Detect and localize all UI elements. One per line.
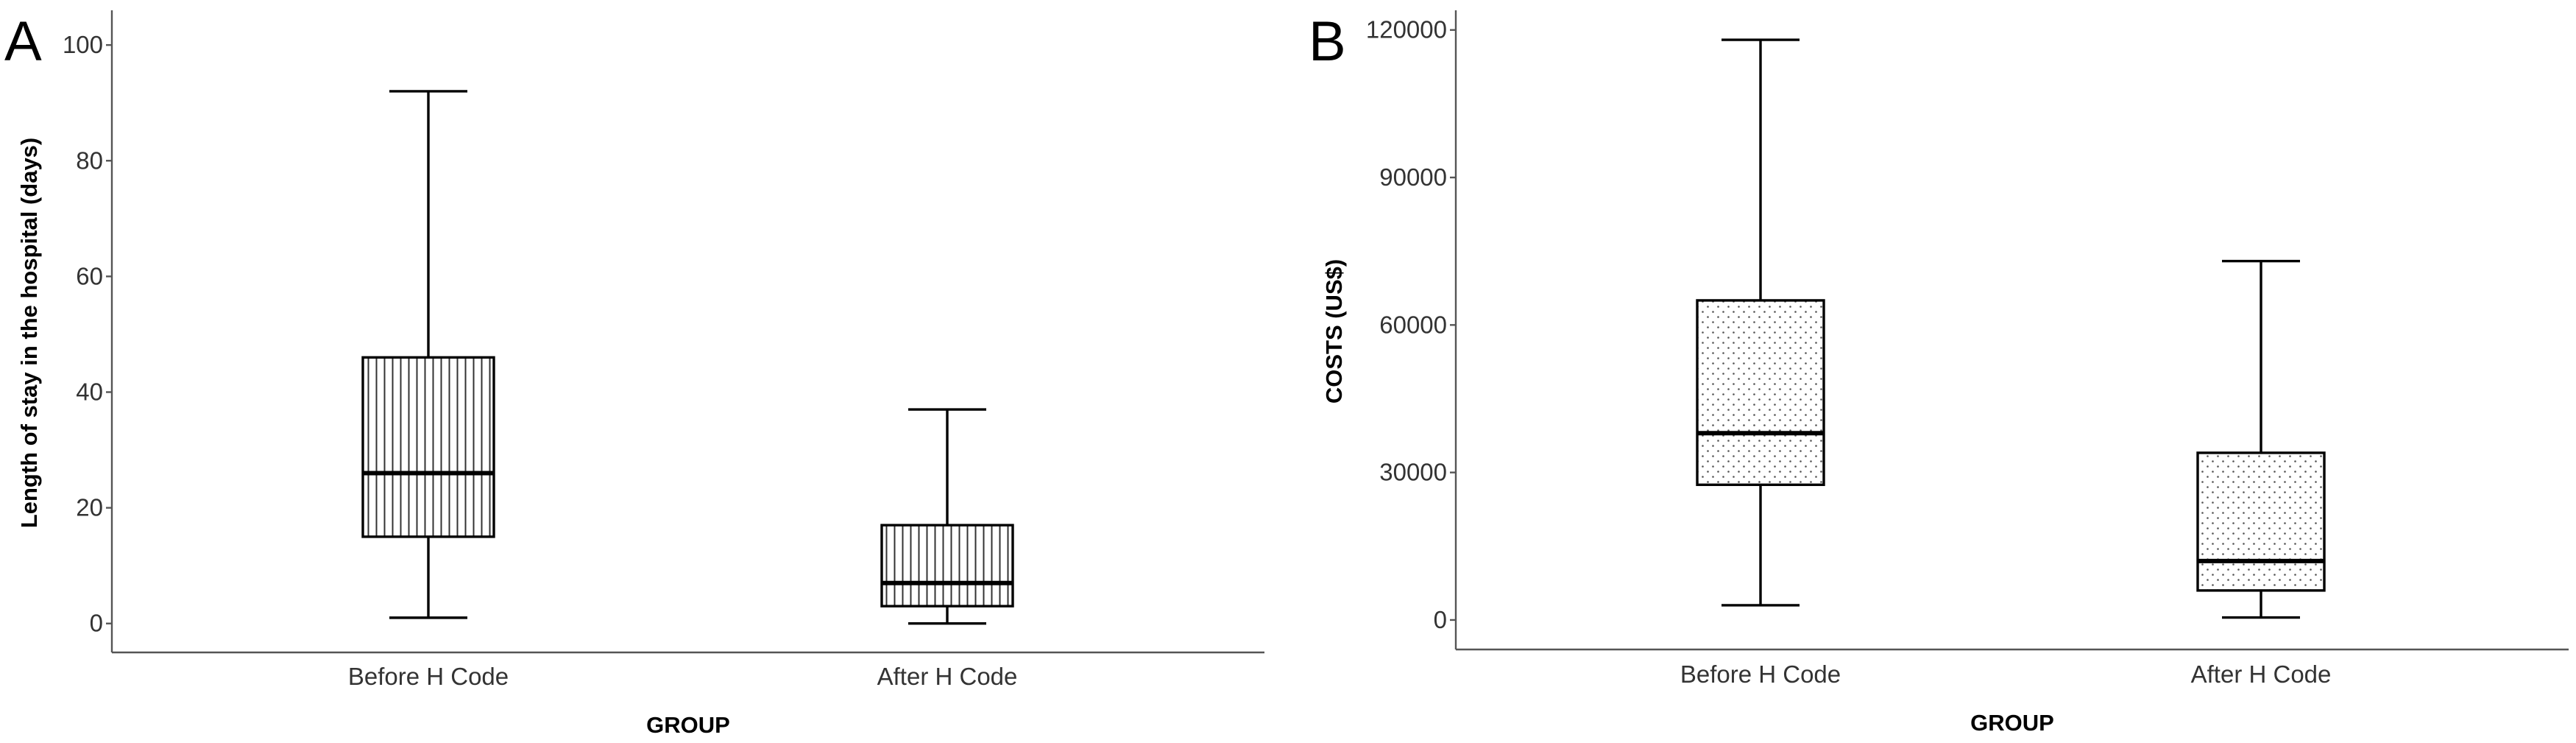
panel-b-y-tick-label: 90000 — [1379, 163, 1447, 191]
panel-a-box-2 — [880, 408, 1014, 625]
iqr-box — [2196, 451, 2326, 592]
panel-a-letter: A — [4, 10, 42, 73]
panel-b: B GROUP COSTS (US$) 0 30000 60000 90000 1200… — [1309, 10, 2569, 736]
panel-b-y-tick-label: 120000 — [1366, 16, 1447, 43]
panel-a-y-tick-label: 20 — [76, 494, 103, 521]
panel-a-y-tick-label: 0 — [90, 610, 103, 637]
panel-b-category-label: After H Code — [2191, 661, 2332, 688]
panel-a: A GROUP Length of stay in the hospital (… — [4, 10, 1264, 738]
panel-a-box-1 — [361, 90, 495, 619]
panel-b-box-group: Before H Code After H Code — [1680, 38, 2332, 688]
panel-b-y-tick-label: 60000 — [1379, 311, 1447, 338]
panel-b-box-2 — [2196, 259, 2326, 619]
panel-b-category-label: Before H Code — [1680, 661, 1841, 688]
panel-b-x-title: GROUP — [1970, 710, 2054, 736]
panel-b-letter: B — [1309, 10, 1346, 73]
panel-a-y-tick-label: 40 — [76, 378, 103, 405]
panel-a-x-title: GROUP — [646, 712, 730, 738]
panel-a-y-tick-label: 100 — [63, 31, 103, 58]
panel-b-y-tick-label: 30000 — [1379, 459, 1447, 486]
iqr-box — [880, 524, 1014, 608]
panel-b-tick-group: 0 30000 60000 90000 120000 — [1366, 16, 1456, 633]
panel-a-y-title: Length of stay in the hospital (days) — [16, 138, 42, 528]
panel-a-box-group: Before H Code After H Code — [348, 90, 1018, 690]
panel-a-category-label: Before H Code — [348, 663, 509, 690]
panel-b-y-tick-label: 0 — [1434, 606, 1447, 633]
iqr-box — [1696, 299, 1825, 487]
panel-b-box-1 — [1696, 38, 1825, 607]
panel-a-category-label: After H Code — [877, 663, 1018, 690]
panel-a-tick-group: 0 20 40 60 80 100 — [63, 31, 112, 637]
panel-b-y-title: COSTS (US$) — [1321, 259, 1347, 404]
panel-a-y-tick-label: 80 — [76, 147, 103, 174]
iqr-box — [361, 356, 495, 538]
panel-a-y-tick-label: 60 — [76, 262, 103, 289]
